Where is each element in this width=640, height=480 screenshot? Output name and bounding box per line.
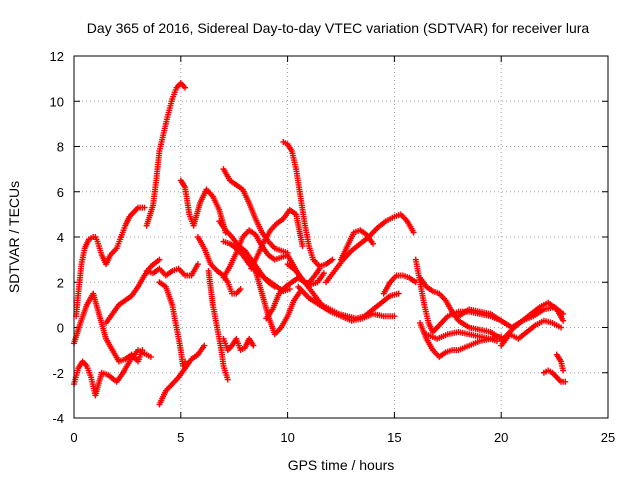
data-point bbox=[560, 367, 567, 374]
y-tick-label: 12 bbox=[50, 49, 64, 64]
y-tick-label: 2 bbox=[57, 275, 64, 290]
series-arc-25 bbox=[338, 227, 377, 263]
chart-title: Day 365 of 2016, Sidereal Day-to-day VTE… bbox=[87, 20, 590, 36]
data-point bbox=[329, 256, 336, 263]
plot-frame bbox=[73, 55, 609, 419]
x-tick-label: 20 bbox=[494, 430, 508, 445]
data-point bbox=[320, 270, 327, 277]
data-point bbox=[271, 283, 278, 290]
x-tick-label: 15 bbox=[387, 430, 401, 445]
data-point bbox=[299, 243, 306, 250]
x-tick-label: 5 bbox=[177, 430, 184, 445]
series-arc-35 bbox=[553, 351, 567, 374]
series-arc-30 bbox=[423, 329, 500, 345]
axis-ticks: 0 5 10 15 20 25 -4 -2 0 2 4 6 8 10 12 bbox=[50, 49, 616, 445]
y-tick-label: -2 bbox=[52, 366, 64, 381]
series-arc-2 bbox=[117, 204, 148, 240]
data-point bbox=[395, 290, 402, 297]
data-point bbox=[224, 376, 231, 383]
series-arc-5 bbox=[103, 256, 163, 326]
series-arc-13 bbox=[220, 166, 291, 256]
data-point bbox=[237, 286, 244, 293]
y-tick-label: 10 bbox=[50, 94, 64, 109]
y-tick-label: 0 bbox=[57, 321, 64, 336]
series-arc-20 bbox=[252, 267, 304, 338]
data-point bbox=[391, 313, 398, 320]
series-arc-9 bbox=[156, 279, 189, 369]
data-point bbox=[141, 204, 148, 211]
data-point bbox=[250, 342, 257, 349]
data-point bbox=[560, 317, 567, 324]
x-tick-label: 25 bbox=[601, 430, 615, 445]
data-point bbox=[201, 342, 208, 349]
y-tick-label: 6 bbox=[57, 185, 64, 200]
series-arc-23 bbox=[295, 283, 398, 324]
series-arc-28 bbox=[417, 274, 505, 342]
data-point bbox=[182, 84, 189, 91]
x-tick-label: 0 bbox=[70, 430, 77, 445]
x-tick-label: 10 bbox=[280, 430, 294, 445]
series-arc-24 bbox=[323, 211, 417, 286]
y-axis-label: SDTVAR / TECUs bbox=[6, 181, 22, 293]
series-arc-1 bbox=[73, 234, 124, 320]
data-point bbox=[562, 378, 569, 385]
y-tick-label: 4 bbox=[57, 230, 64, 245]
series-arc-18 bbox=[248, 206, 306, 272]
series-arc-8 bbox=[156, 342, 208, 408]
grid-lines bbox=[74, 56, 608, 418]
data-point bbox=[370, 240, 377, 247]
series-arc-12 bbox=[205, 267, 231, 383]
series-arc-6 bbox=[143, 80, 189, 229]
series-arc-34 bbox=[540, 367, 569, 385]
series-arc-11 bbox=[194, 234, 244, 297]
series-arc-21 bbox=[280, 138, 336, 270]
data-point bbox=[139, 347, 146, 354]
data-point bbox=[410, 229, 417, 236]
series-arc-4 bbox=[71, 290, 146, 365]
data-point bbox=[194, 261, 201, 268]
data-point bbox=[558, 324, 565, 331]
data-points bbox=[71, 80, 569, 408]
series-arc-7 bbox=[143, 261, 201, 279]
x-axis-label: GPS time / hours bbox=[288, 457, 395, 473]
data-point bbox=[156, 256, 163, 263]
series-arc-17 bbox=[220, 335, 257, 354]
series-arc-26 bbox=[380, 272, 419, 297]
data-point bbox=[182, 358, 189, 365]
y-tick-label: 8 bbox=[57, 140, 64, 155]
y-tick-label: -4 bbox=[52, 411, 64, 426]
data-point bbox=[560, 310, 567, 317]
series-arc-33 bbox=[498, 317, 565, 349]
data-point bbox=[147, 353, 154, 360]
data-point bbox=[286, 286, 293, 293]
series-arc-3 bbox=[71, 347, 154, 399]
series-arc-29 bbox=[417, 319, 505, 360]
